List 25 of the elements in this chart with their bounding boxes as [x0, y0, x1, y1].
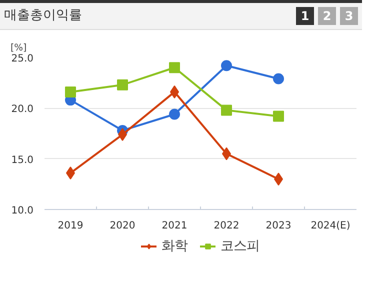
y-tick-label: 25.0 [11, 54, 34, 64]
text: 2 [318, 6, 336, 25]
y-tick-label: 20.0 [11, 104, 34, 116]
legend-label: 코스피 [220, 238, 260, 255]
point [169, 62, 180, 74]
y-axis-title: [%] [10, 42, 27, 54]
legend-label: 화학 [162, 238, 188, 255]
point [273, 110, 284, 122]
x-tick-label: 2021 [162, 220, 188, 232]
x-tick-label: 2019 [58, 220, 84, 232]
x-tick-label: 2024(E) [310, 220, 350, 232]
x-tick-label: 2022 [214, 220, 240, 232]
point [169, 108, 180, 120]
point [221, 60, 232, 72]
chart-title: 매출총이익률 [4, 6, 82, 25]
point [65, 86, 76, 98]
x-tick-label: 2023 [266, 220, 292, 232]
point [221, 104, 232, 116]
text: 3 [340, 6, 358, 25]
y-tick-label: 10.0 [11, 206, 34, 216]
point [117, 79, 128, 90]
y-tick-label: 15.0 [11, 154, 34, 166]
point [273, 73, 284, 84]
x-tick-label: 2020 [110, 220, 136, 232]
text: 1 [296, 6, 314, 25]
